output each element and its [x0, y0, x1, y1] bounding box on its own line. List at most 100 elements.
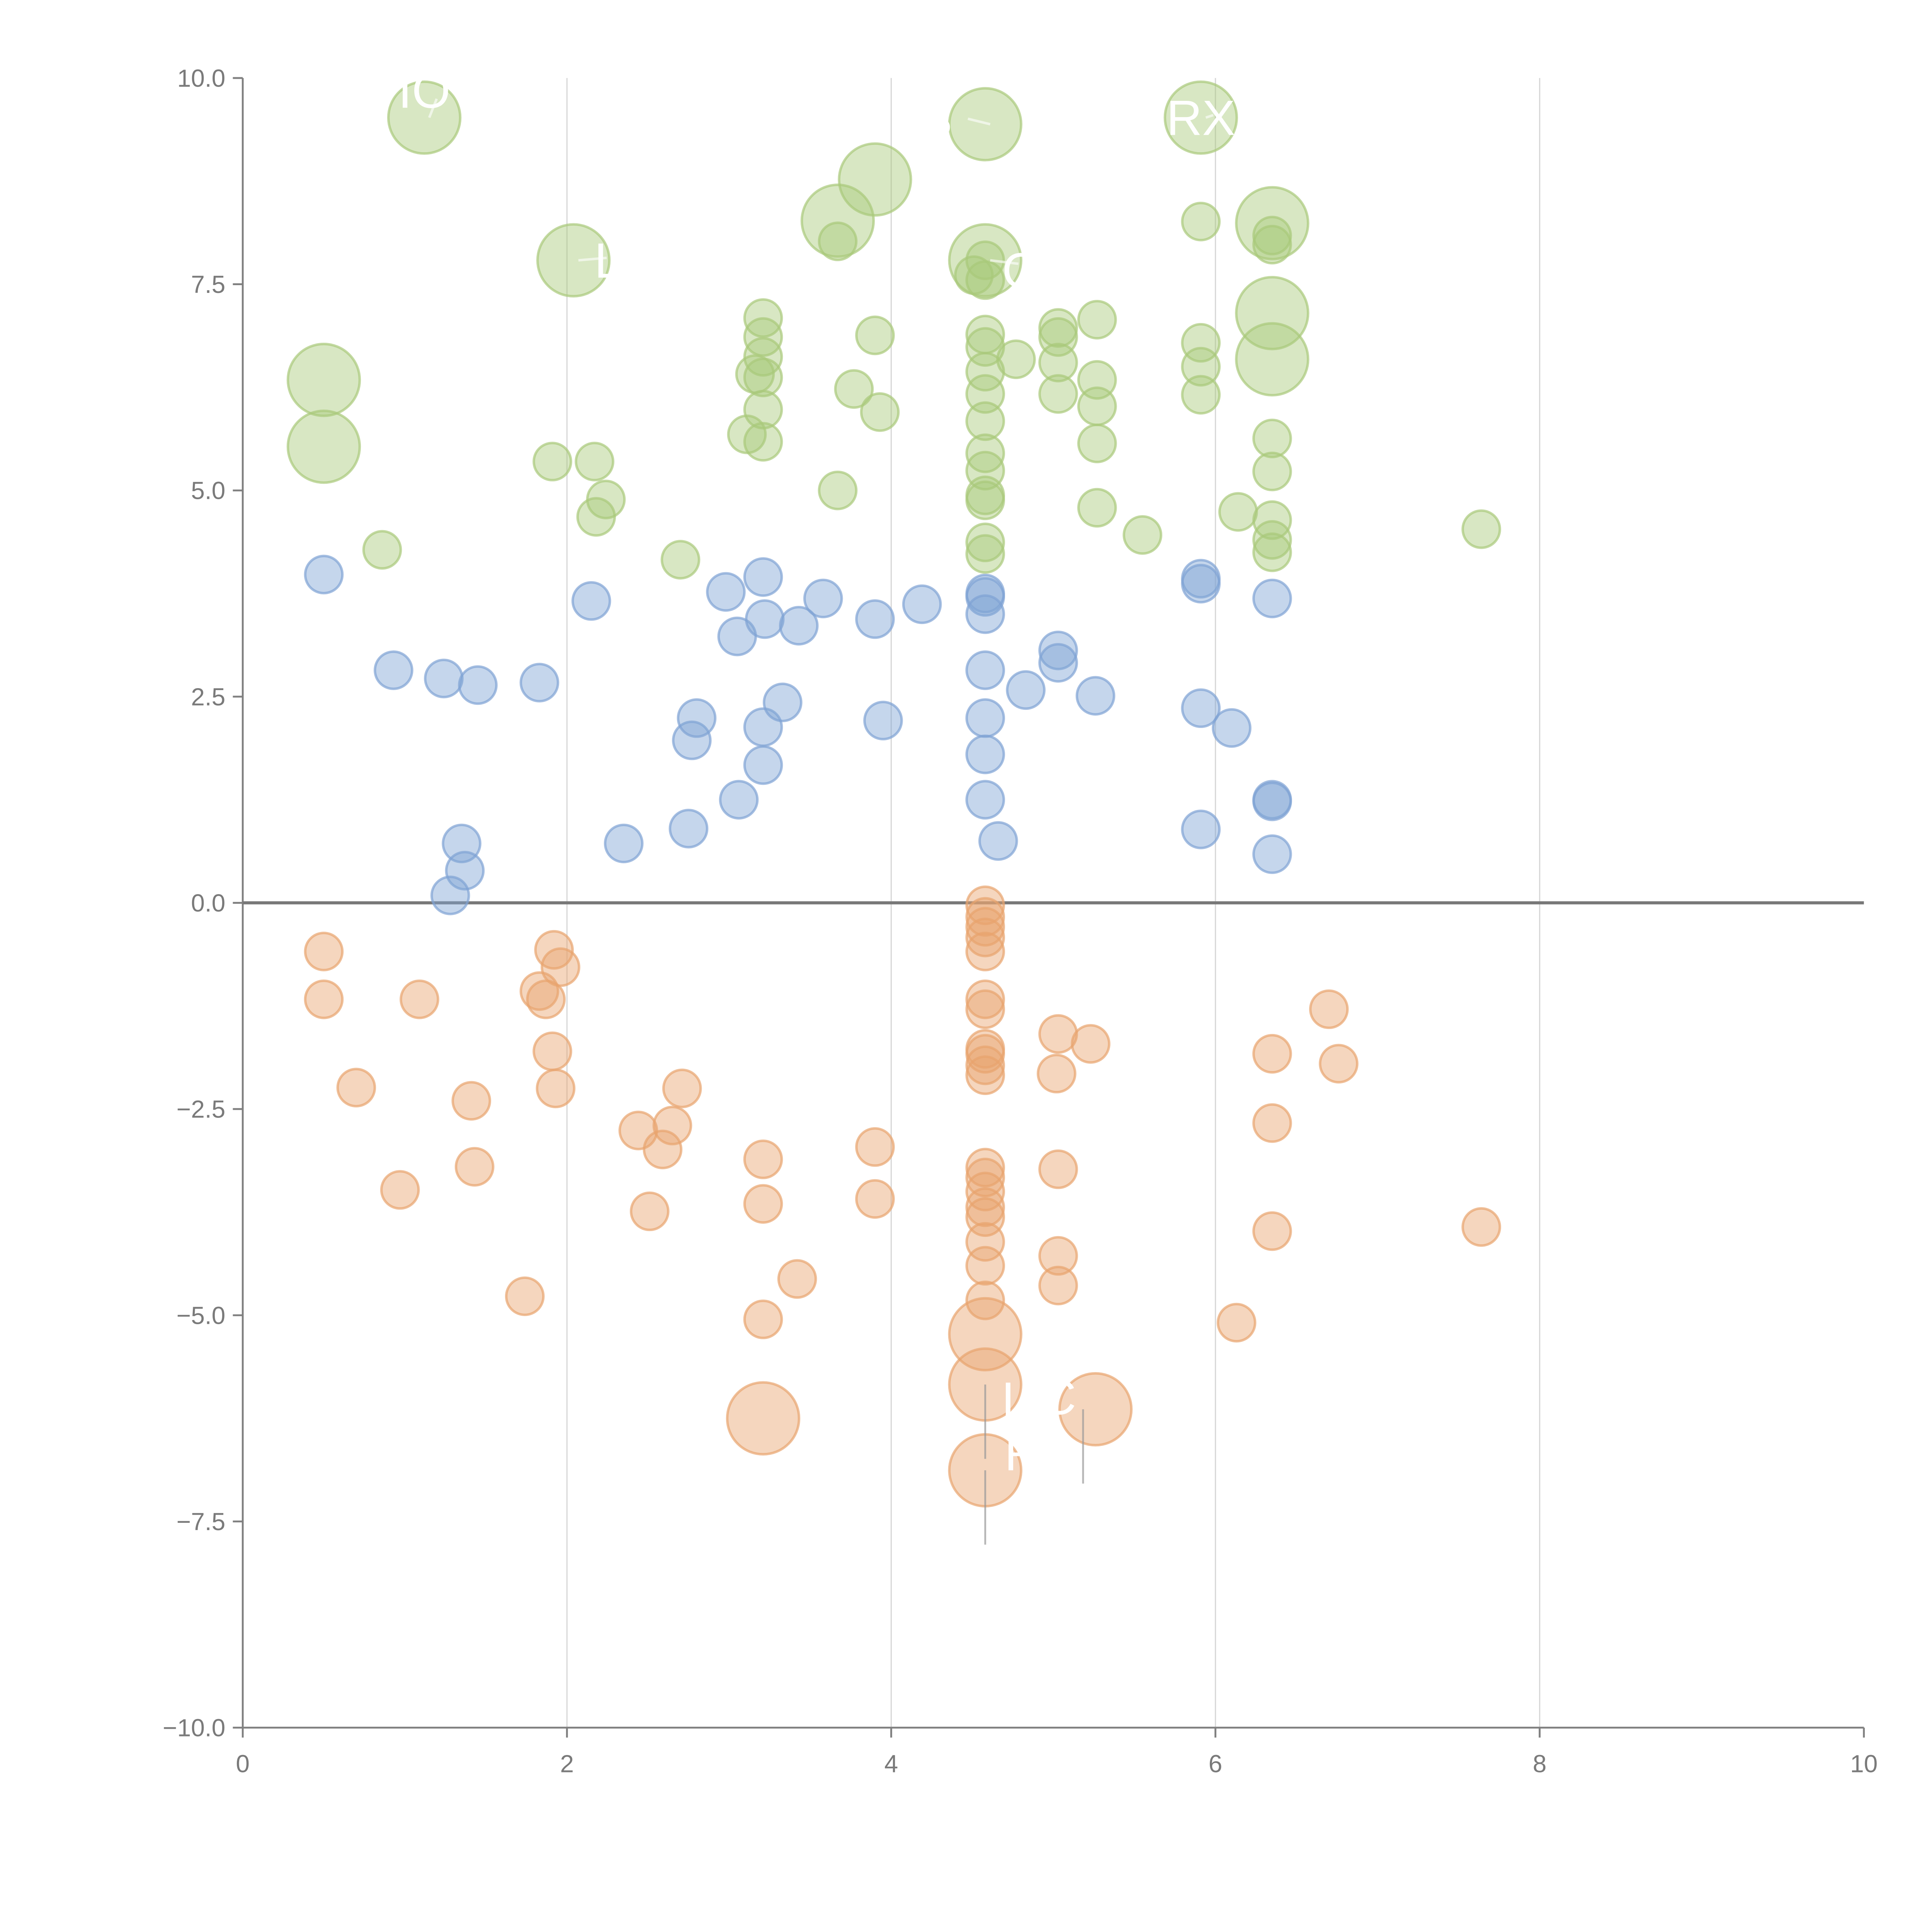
data-point — [965, 897, 1005, 937]
data-point — [576, 497, 616, 537]
data-point — [855, 315, 895, 355]
data-point — [575, 442, 614, 481]
data-point — [779, 606, 819, 646]
data-point — [1252, 532, 1292, 572]
data-point — [1122, 515, 1162, 555]
point-label: LI — [1002, 1372, 1043, 1427]
data-point — [965, 401, 1005, 441]
data-point — [1181, 347, 1221, 387]
data-point — [374, 650, 413, 690]
data-point — [706, 572, 746, 612]
data-point — [965, 1148, 1005, 1188]
data-point — [1252, 418, 1292, 459]
data-point — [536, 1068, 576, 1109]
data-point — [1077, 386, 1117, 426]
data-point — [965, 1055, 1005, 1095]
label-leader-line — [428, 98, 438, 118]
data-point — [668, 809, 709, 849]
data-point — [965, 1158, 1005, 1197]
y-tick-label: −5.0 — [177, 1301, 226, 1329]
data-point — [965, 885, 1005, 925]
data-point — [541, 947, 580, 987]
data-point — [1212, 708, 1252, 748]
data-point — [505, 1276, 545, 1316]
data-point — [860, 392, 900, 432]
data-point — [777, 1259, 817, 1299]
data-point — [965, 1187, 1005, 1227]
axes: 10.0 7.5 5.0 2.5 0.0 −2.5 −5.0 −7.5 −10.0 0 2 4 6 8 10 — [163, 64, 1878, 1777]
data-point — [743, 1299, 783, 1339]
data-point — [863, 701, 903, 741]
y-tick-label: 7.5 — [191, 270, 225, 298]
data-point — [965, 577, 1005, 617]
y-tick-label: −10.0 — [163, 1714, 225, 1742]
data-point — [965, 932, 1005, 971]
label-leader-line — [578, 257, 607, 262]
large-data-point — [838, 142, 912, 217]
data-point — [1181, 323, 1221, 363]
data-point — [1077, 488, 1117, 528]
data-point — [662, 1068, 702, 1109]
data-point — [965, 522, 1005, 562]
x-tick-label: 8 — [1533, 1750, 1547, 1778]
data-point — [1252, 1211, 1292, 1251]
data-point — [745, 599, 785, 639]
data-point — [1252, 781, 1292, 821]
data-point — [643, 1129, 683, 1170]
data-point — [1038, 1265, 1078, 1306]
y-tick-label: 0.0 — [191, 889, 225, 917]
data-point — [965, 1222, 1005, 1262]
data-points — [286, 80, 1501, 1508]
data-point — [1181, 688, 1221, 728]
data-point — [965, 698, 1005, 738]
data-point — [532, 442, 572, 481]
point-label: R — [1005, 1426, 1041, 1481]
data-point — [743, 745, 783, 785]
y-tick-label: −7.5 — [177, 1508, 226, 1536]
data-point — [763, 682, 803, 723]
point-label: S — [919, 92, 952, 148]
data-point — [424, 658, 464, 699]
data-point — [1071, 1024, 1111, 1064]
large-data-point — [726, 1381, 801, 1456]
large-data-point — [1235, 322, 1310, 396]
data-point — [965, 240, 1005, 280]
data-point — [965, 1281, 1005, 1320]
large-data-point — [1235, 276, 1310, 350]
data-point — [571, 581, 611, 621]
data-point — [1038, 643, 1078, 683]
data-point — [996, 339, 1036, 379]
data-point — [855, 1127, 895, 1167]
data-point — [965, 650, 1005, 690]
data-point — [743, 557, 783, 597]
data-point — [834, 369, 874, 409]
large-data-point — [1058, 1372, 1133, 1447]
data-point — [1309, 989, 1349, 1029]
data-point — [743, 1184, 783, 1224]
label-leader-line — [968, 117, 991, 126]
x-tick-label: 2 — [560, 1750, 574, 1778]
data-point — [532, 1031, 572, 1071]
data-point — [965, 1045, 1005, 1085]
label-leader-line — [1205, 114, 1214, 119]
data-point — [1252, 451, 1292, 492]
data-point — [652, 1105, 692, 1146]
data-point — [719, 780, 759, 820]
data-point — [1252, 834, 1292, 874]
data-point — [855, 599, 895, 639]
data-point — [743, 422, 783, 462]
y-tick-label: 10.0 — [177, 64, 226, 92]
data-point — [1181, 202, 1221, 242]
data-point — [818, 470, 858, 510]
data-point — [743, 357, 783, 398]
data-point — [1181, 564, 1221, 604]
data-point — [304, 932, 344, 971]
x-tick-label: 10 — [1850, 1750, 1878, 1778]
data-point — [526, 980, 566, 1019]
data-point — [965, 735, 1005, 774]
data-point — [965, 780, 1005, 820]
large-data-point — [536, 223, 611, 298]
point-label: C — [1002, 243, 1038, 298]
data-point — [965, 594, 1005, 634]
data-point — [902, 584, 942, 624]
